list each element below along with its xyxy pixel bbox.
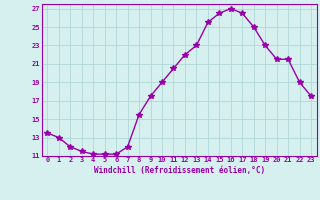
X-axis label: Windchill (Refroidissement éolien,°C): Windchill (Refroidissement éolien,°C): [94, 166, 265, 175]
